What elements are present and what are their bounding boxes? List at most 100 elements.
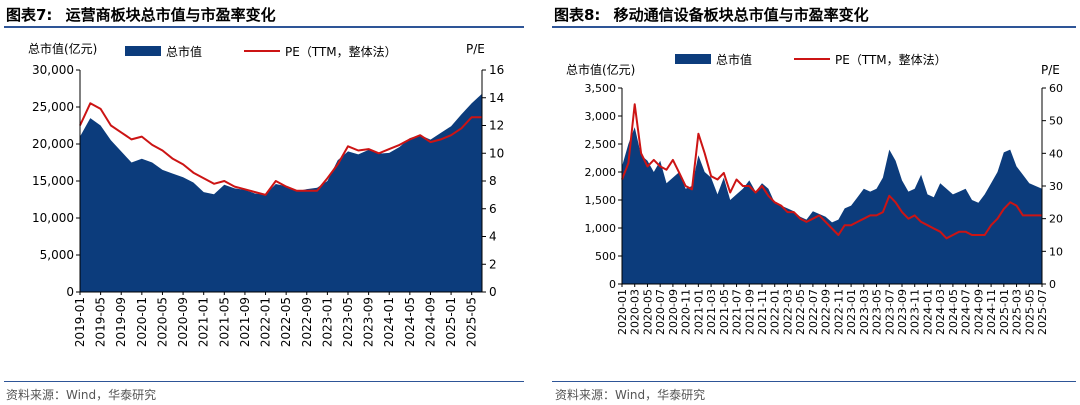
legend-line-label: PE（TTM，整体法） <box>285 44 397 59</box>
x-tick-label: 2023-05 <box>871 289 884 335</box>
y-left-tick-label: 5,000 <box>40 248 74 262</box>
x-tick-label: 2024-05 <box>403 297 417 347</box>
y-left-tick-label: 20,000 <box>32 137 74 151</box>
plot-area: 30,000 25,000 20,000 15,000 10,000 5,000 0 16 14… <box>32 63 504 347</box>
y-left-tick-label: 10,000 <box>32 211 74 225</box>
y-right-tick-label: 2 <box>489 257 497 271</box>
x-tick-label: 2024-09 <box>972 289 985 335</box>
x-tick-label: 2020-05 <box>155 297 169 347</box>
x-tick-label: 2021-01 <box>692 289 705 335</box>
x-tick-label: 2022-09 <box>820 289 833 335</box>
figure-7-caption: 运营商板块总市值与市盈率变化 <box>65 6 276 24</box>
y-left-tick-label: 3,500 <box>585 82 617 95</box>
x-tick-label: 2025-03 <box>1011 289 1024 335</box>
legend-line-label: PE（TTM，整体法） <box>835 52 947 67</box>
figure-8-label: 图表8: <box>554 6 601 24</box>
source-rule-right <box>552 381 1076 382</box>
legend-area-label: 总市值 <box>166 44 202 59</box>
x-tick-label: 2019-05 <box>94 297 108 347</box>
x-tick-label: 2024-11 <box>985 289 998 335</box>
series-pe-line <box>621 103 1042 240</box>
y-left-tick-label: 1,500 <box>585 194 617 207</box>
y-right-tick-label: 12 <box>489 119 504 133</box>
x-tick-label: 2020-09 <box>176 297 190 347</box>
y-right-tick-label: 0 <box>1049 278 1056 291</box>
y-right-tick-label: 40 <box>1049 147 1063 160</box>
series-market-cap-area <box>622 127 1042 284</box>
y-left-tick-label: 0 <box>609 278 616 291</box>
y-axis-title-right: P/E <box>466 42 485 56</box>
y-right-tick-label: 14 <box>489 91 504 105</box>
y-right-tick-label: 0 <box>489 285 497 299</box>
y-right-tick-label: 10 <box>1049 245 1063 258</box>
x-tick-label: 2022-05 <box>279 297 293 347</box>
y-left-tick-label: 2,500 <box>585 138 617 151</box>
y-right-tick-label: 30 <box>1049 180 1063 193</box>
x-tick-label: 2025-01 <box>998 289 1011 335</box>
x-tick-label: 2022-05 <box>794 289 807 335</box>
y-right-tick-label: 6 <box>489 202 497 216</box>
x-tick-label: 2020-01 <box>135 297 149 347</box>
x-tick-label: 2022-03 <box>781 289 794 335</box>
x-tick-label: 2020-09 <box>667 289 680 335</box>
y-left-tick-label: 30,000 <box>32 63 74 77</box>
y-left-tick-label: 0 <box>66 285 74 299</box>
legend-area-swatch <box>675 54 711 64</box>
source-note-left: 资料来源：Wind，华泰研究 <box>6 388 157 402</box>
x-tick-label: 2024-09 <box>423 297 437 347</box>
figure-8-title: 图表8: 移动通信设备板块总市值与市盈率变化 <box>554 4 869 25</box>
x-tick-label: 2021-11 <box>756 289 769 335</box>
y-axis-title-left: 总市值(亿元) <box>28 41 97 56</box>
y-left-tick-label: 15,000 <box>32 174 74 188</box>
x-tick-label: 2020-07 <box>654 289 667 335</box>
x-tick-label: 2022-11 <box>832 289 845 335</box>
y-left-tick-label: 1,000 <box>585 222 617 235</box>
y-right-tick-label: 10 <box>489 146 504 160</box>
x-tick-label: 2022-07 <box>807 289 820 335</box>
x-tick-label: 2023-09 <box>362 297 376 347</box>
x-tick-label: 2023-09 <box>896 289 909 335</box>
y-right-tick-label: 60 <box>1049 82 1063 95</box>
y-axis-title-right: P/E <box>1041 63 1060 77</box>
x-tick-label: 2023-11 <box>909 289 922 335</box>
x-tick-label: 2021-07 <box>731 289 744 335</box>
x-tick-label: 2022-01 <box>259 297 273 347</box>
y-left-tick-label: 3,000 <box>585 110 617 123</box>
legend-area-label: 总市值 <box>716 52 752 67</box>
x-tick-label: 2021-05 <box>718 289 731 335</box>
figure-8-caption: 移动通信设备板块总市值与市盈率变化 <box>613 6 869 24</box>
x-tick-label: 2023-05 <box>341 297 355 347</box>
x-tick-label: 2020-01 <box>616 289 629 335</box>
x-tick-label: 2025-05 <box>465 297 479 347</box>
x-tick-label: 2021-01 <box>197 297 211 347</box>
x-tick-label: 2025-07 <box>1036 289 1049 335</box>
y-left-tick-label: 2,000 <box>585 166 617 179</box>
y-right-tick-label: 16 <box>489 63 504 77</box>
x-tick-label: 2021-03 <box>705 289 718 335</box>
x-tick-label: 2020-05 <box>641 289 654 335</box>
x-tick-label: 2024-01 <box>921 289 934 335</box>
figure-7-title: 图表7: 运营商板块总市值与市盈率变化 <box>6 4 276 25</box>
source-rule-left <box>4 381 524 382</box>
y-right-tick-label: 50 <box>1049 115 1063 128</box>
figure-7-title-rule <box>4 26 524 28</box>
x-tick-label: 2021-09 <box>743 289 756 335</box>
x-tick-label: 2025-01 <box>444 297 458 347</box>
x-tick-label: 2023-01 <box>845 289 858 335</box>
series-pe-line <box>79 102 482 196</box>
x-tick-label: 2023-01 <box>320 297 334 347</box>
y-left-tick-label: 500 <box>595 250 616 263</box>
x-tick-label: 2024-05 <box>947 289 960 335</box>
y-right-tick-label: 8 <box>489 174 497 188</box>
y-left-tick-label: 25,000 <box>32 100 74 114</box>
x-tick-label: 2023-07 <box>883 289 896 335</box>
x-tick-label: 2024-03 <box>934 289 947 335</box>
x-tick-label: 2023-03 <box>858 289 871 335</box>
y-right-tick-label: 20 <box>1049 213 1063 226</box>
x-tick-label: 2020-11 <box>680 289 693 335</box>
legend-area-swatch <box>125 46 161 56</box>
x-tick-label: 2019-01 <box>73 297 87 347</box>
